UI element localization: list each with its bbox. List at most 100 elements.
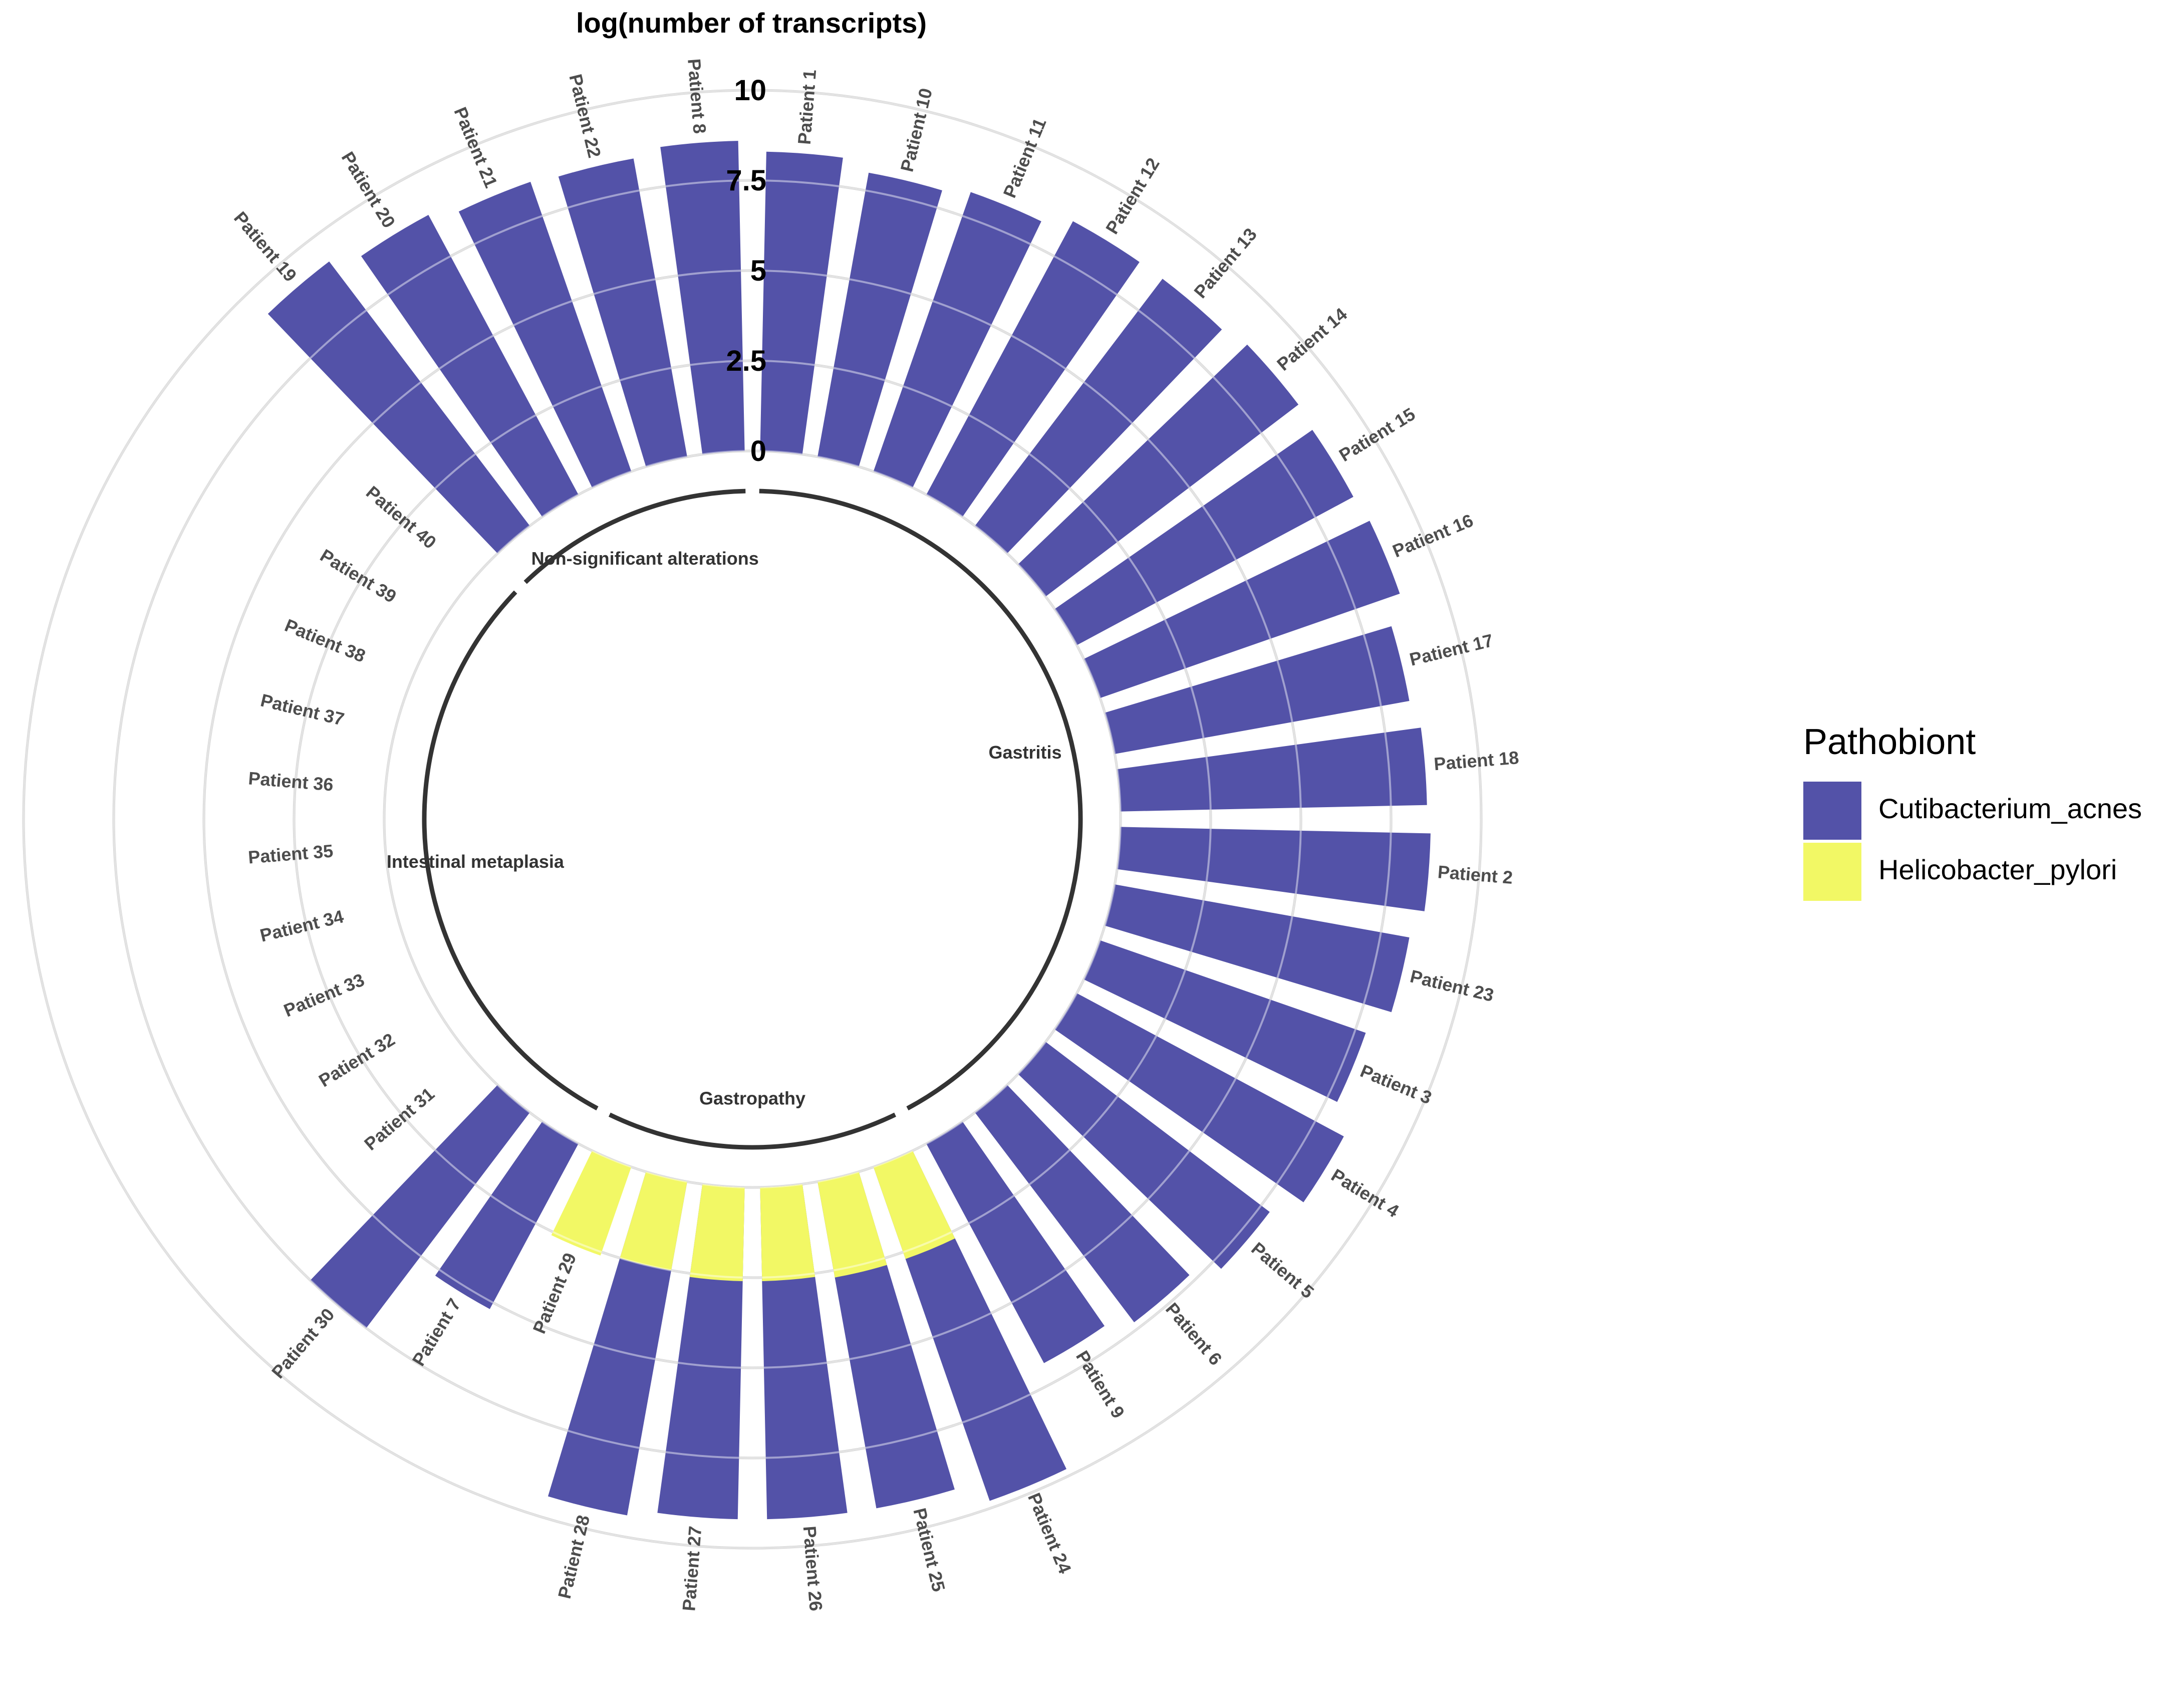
patient-label: Patient 9 <box>1072 1347 1129 1421</box>
patient-label: Patient 10 <box>896 86 936 174</box>
radial-tick-label: 7.5 <box>726 164 766 197</box>
patient-label: Patient 38 <box>282 615 369 666</box>
legend-key-helicobacter_pylori <box>1803 843 1861 901</box>
bar-patient-26-helicobacter_pylori <box>760 1184 815 1281</box>
patient-label: Patient 24 <box>1024 1490 1075 1577</box>
bars-layer <box>23 89 1482 1549</box>
bar-patient-9-cutibacterium_acnes <box>926 1121 1105 1363</box>
grid-ring-4 <box>22 89 1483 1550</box>
group-label: Gastritis <box>988 742 1061 763</box>
grid-ring-3 <box>112 179 1393 1460</box>
legend-title: Pathobiont <box>1803 722 1976 762</box>
radial-tick-label: 5 <box>750 255 766 287</box>
bar-patient-29-helicobacter_pylori <box>551 1150 632 1256</box>
bar-patient-15-cutibacterium_acnes <box>1054 430 1353 645</box>
patient-label: Patient 20 <box>338 148 400 231</box>
patient-label: Patient 11 <box>999 115 1050 201</box>
legend-key-cutibacterium_acnes <box>1803 782 1861 840</box>
patient-label: Patient 35 <box>247 840 334 867</box>
patient-label: Patient 30 <box>267 1304 339 1382</box>
patient-label: Patient 28 <box>554 1513 594 1601</box>
group-arcs-layer <box>422 489 1083 1150</box>
patient-label: Patient 17 <box>1408 630 1495 670</box>
legend: Pathobiont Cutibacterium_acnes Helicobact… <box>1803 722 2142 901</box>
patient-label: Patient 23 <box>1408 965 1496 1006</box>
patient-label: Patient 22 <box>565 72 605 160</box>
patient-label: Patient 36 <box>247 768 334 795</box>
group-label: Intestinal metaplasia <box>387 851 565 872</box>
bar-patient-13-cutibacterium_acnes <box>975 279 1222 554</box>
radial-grid <box>22 89 1483 1550</box>
patient-label: Patient 29 <box>528 1250 580 1337</box>
legend-label: Cutibacterium_acnes <box>1878 793 2142 824</box>
patient-label: Patient 14 <box>1273 304 1351 375</box>
patient-label: Patient 16 <box>1390 510 1476 562</box>
radial-tick-label: 10 <box>734 74 766 107</box>
bar-patient-18-cutibacterium_acnes <box>1117 727 1427 812</box>
bar-patient-14-cutibacterium_acnes <box>1018 344 1299 597</box>
bar-patient-25-helicobacter_pylori <box>817 1171 887 1278</box>
group-arc-non-significant-alterations <box>523 489 746 584</box>
patient-label: Patient 26 <box>799 1525 827 1612</box>
patient-label: Patient 37 <box>258 690 346 730</box>
patient-label: Patient 15 <box>1335 403 1419 465</box>
patient-label: Patient 5 <box>1247 1238 1318 1303</box>
group-label: Non-significant alterations <box>531 548 759 569</box>
bar-patient-5-cutibacterium_acnes <box>1018 1042 1270 1269</box>
bar-patient-10-cutibacterium_acnes <box>817 172 942 467</box>
bar-patient-20-cutibacterium_acnes <box>361 214 579 517</box>
patient-label: Patient 7 <box>408 1295 465 1369</box>
patient-label: Patient 18 <box>1433 747 1520 774</box>
bar-patient-17-cutibacterium_acnes <box>1105 626 1410 754</box>
bar-patient-4-cutibacterium_acnes <box>1054 993 1344 1202</box>
grid-overlay-ring-3 <box>113 179 1392 1459</box>
grid-overlay-ring-0 <box>383 450 1122 1188</box>
bar-patient-28-helicobacter_pylori <box>620 1171 687 1271</box>
radial-tick-label: 0 <box>750 435 766 467</box>
radial-ticks-layer: 0 2.5 5 7.5 10 <box>726 74 766 467</box>
group-arc-intestinal-metaplasia <box>422 590 599 1111</box>
patient-label: Patient 3 <box>1357 1060 1435 1108</box>
patient-label: Patient 1 <box>794 69 821 145</box>
patient-label: Patient 32 <box>315 1029 398 1091</box>
grid-overlay-ring-4 <box>23 89 1482 1549</box>
patient-label: Patient 12 <box>1102 154 1164 237</box>
bar-patient-27-helicobacter_pylori <box>689 1184 745 1281</box>
patient-label: Patient 39 <box>317 545 400 607</box>
grid-ring-1 <box>293 359 1212 1279</box>
radial-tick-label: 2.5 <box>726 345 766 377</box>
group-arc-gastropathy <box>608 1112 897 1150</box>
bar-patient-30-cutibacterium_acnes <box>310 1085 530 1328</box>
grid-overlay-ring-1 <box>293 360 1212 1279</box>
patient-label: Patient 2 <box>1437 861 1514 888</box>
bar-patient-21-cutibacterium_acnes <box>458 181 632 488</box>
patient-label: Patient 19 <box>230 207 301 286</box>
bar-patient-24-helicobacter_pylori <box>873 1150 955 1259</box>
bar-patient-19-cutibacterium_acnes <box>267 261 530 554</box>
patient-label: Patient 33 <box>281 969 367 1021</box>
patient-label: Patient 40 <box>362 482 440 553</box>
patient-label: Patient 27 <box>678 1525 705 1612</box>
grid-overlay-ring-2 <box>203 270 1302 1369</box>
patient-label: Patient 6 <box>1162 1299 1226 1369</box>
group-arc-gastritis <box>759 489 1083 1111</box>
bar-patient-3-cutibacterium_acnes <box>1083 940 1366 1102</box>
bar-patient-6-cutibacterium_acnes <box>975 1085 1190 1323</box>
chart-title: log(number of transcripts) <box>576 7 927 39</box>
patient-label: Patient 8 <box>684 58 710 135</box>
group-labels-layer: Gastritis Gastropathy Intestinal metaplasi… <box>387 548 1062 1108</box>
bar-patient-16-cutibacterium_acnes <box>1083 521 1400 698</box>
patient-label: Patient 31 <box>360 1083 438 1154</box>
bar-patient-2-cutibacterium_acnes <box>1117 827 1431 911</box>
patient-label: Patient 25 <box>909 1506 949 1594</box>
bar-patient-12-cutibacterium_acnes <box>926 221 1140 517</box>
legend-label: Helicobacter_pylori <box>1878 854 2117 885</box>
patient-label: Patient 13 <box>1190 224 1261 302</box>
patient-label: Patient 34 <box>258 906 346 946</box>
grid-ring-2 <box>202 269 1302 1369</box>
bar-patient-8-cutibacterium_acnes <box>660 141 745 454</box>
bar-patient-22-cutibacterium_acnes <box>558 158 687 467</box>
bar-patient-7-cutibacterium_acnes <box>435 1121 579 1309</box>
patient-label: Patient 21 <box>450 104 501 191</box>
